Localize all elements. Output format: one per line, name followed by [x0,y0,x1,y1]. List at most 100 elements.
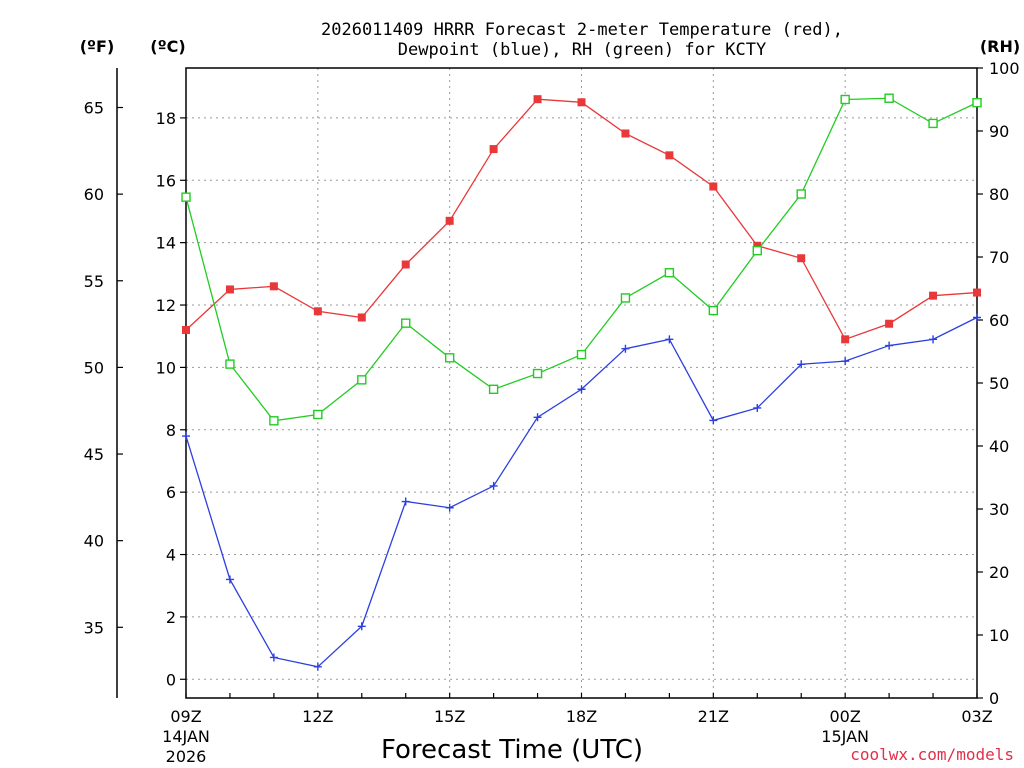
fahrenheit-tick-label: 40 [84,532,104,551]
celsius-tick-label: 0 [166,670,176,689]
relative-humidity-point [972,97,982,108]
time-tick-label: 15Z [434,707,465,726]
relative-humidity-point [488,384,499,394]
temperature-point [841,335,850,344]
temperature-series [182,95,981,344]
temperature-point [973,288,981,297]
temperature-point [357,313,366,322]
unit-celsius-label: (ºC) [150,37,185,56]
relative-humidity-point [401,318,411,328]
celsius-axis: 0 2 4 6 8 10 12 14 16 18 [156,109,186,689]
dewpoint-point [665,335,674,344]
chart-title-line1: 2026011409 HRRR Forecast 2-meter Tempera… [321,20,843,40]
temperature-point [401,260,410,269]
rh-tick-label: 60 [989,311,1009,330]
celsius-tick-label: 10 [156,358,176,377]
dewpoint-point [313,662,322,671]
relative-humidity-point [532,368,543,379]
rh-tick-label: 10 [989,626,1009,645]
temperature-point [709,182,718,191]
relative-humidity-point [269,416,279,426]
unit-fahrenheit-label: (ºF) [80,37,115,56]
relative-humidity-point [928,118,938,129]
chart-title-line2: Dewpoint (blue), RH (green) for KCTY [398,40,766,60]
rh-tick-label: 20 [989,563,1009,582]
celsius-tick-label: 8 [166,421,176,440]
dewpoint-point [621,344,630,353]
temperature-point [182,325,190,334]
relative-humidity-point [181,192,191,202]
celsius-tick-label: 12 [156,296,176,315]
date-tick-label: 15JAN [821,727,869,746]
dewpoint-point [929,335,938,344]
temperature-point [269,282,278,291]
relative-humidity-point [796,189,806,199]
dewpoint-point [753,403,762,412]
relative-humidity-point [664,268,675,278]
rh-tick-label: 50 [989,374,1009,393]
unit-rh-label: (RH) [980,37,1020,56]
dewpoint-point [357,622,366,631]
credit-link[interactable]: coolwx.com/models [850,745,1014,764]
dewpoint-point [841,357,850,366]
fahrenheit-tick-label: 50 [84,358,104,377]
temperature-point [225,285,234,294]
dewpoint-point [269,653,278,662]
time-tick-label: 09Z [170,707,201,726]
rh-axis: 0 10 20 30 40 50 60 70 80 90 100 [977,59,1020,708]
relative-humidity-point [225,359,235,369]
temperature-point [313,307,322,316]
relative-humidity-point [884,93,894,103]
dewpoint-point [885,341,894,350]
rh-tick-label: 80 [989,185,1009,204]
dewpoint-point [182,432,190,441]
fahrenheit-tick-label: 45 [84,445,104,464]
time-tick-label: 18Z [566,707,597,726]
temperature-point [621,129,630,138]
dewpoint-series [182,313,981,671]
dewpoint-point [709,416,718,425]
time-tick-label: 12Z [302,707,333,726]
gridlines [186,68,977,698]
relative-humidity-series [181,93,982,426]
rh-tick-label: 70 [989,248,1009,267]
rh-tick-label: 30 [989,500,1009,519]
fahrenheit-tick-label: 55 [84,272,104,291]
relative-humidity-point [620,293,631,303]
relative-humidity-point [444,353,455,363]
relative-humidity-point [576,349,587,360]
dewpoint-point [489,481,498,490]
temperature-point [797,254,806,263]
rh-tick-label: 90 [989,122,1009,141]
date-tick-label: 14JAN [162,727,210,746]
rh-tick-label: 0 [989,689,999,708]
temperature-point [885,319,894,328]
temperature-point [489,145,498,154]
temperature-point [929,291,938,300]
temperature-point [445,216,454,225]
relative-humidity-point [752,245,762,256]
relative-humidity-point [840,94,850,105]
dewpoint-point [577,385,586,394]
dewpoint-point [533,413,542,422]
dewpoint-point [973,313,981,322]
time-tick-label: 03Z [961,707,992,726]
dewpoint-point [225,575,234,584]
series-layer [181,93,982,671]
year-tick-label: 2026 [166,747,207,766]
time-tick-label: 00Z [830,707,861,726]
relative-humidity-point [708,305,719,316]
x-axis-title: Forecast Time (UTC) [381,735,643,765]
temperature-point [577,98,586,107]
relative-humidity-point [357,375,367,385]
dewpoint-point [445,503,454,512]
fahrenheit-tick-label: 60 [84,185,104,204]
celsius-tick-label: 6 [166,483,176,502]
temperature-point [533,95,542,104]
dewpoint-point [401,497,410,506]
time-tick-label: 21Z [698,707,729,726]
celsius-tick-label: 4 [166,546,176,565]
temperature-point [665,151,674,160]
fahrenheit-tick-label: 65 [84,99,104,118]
